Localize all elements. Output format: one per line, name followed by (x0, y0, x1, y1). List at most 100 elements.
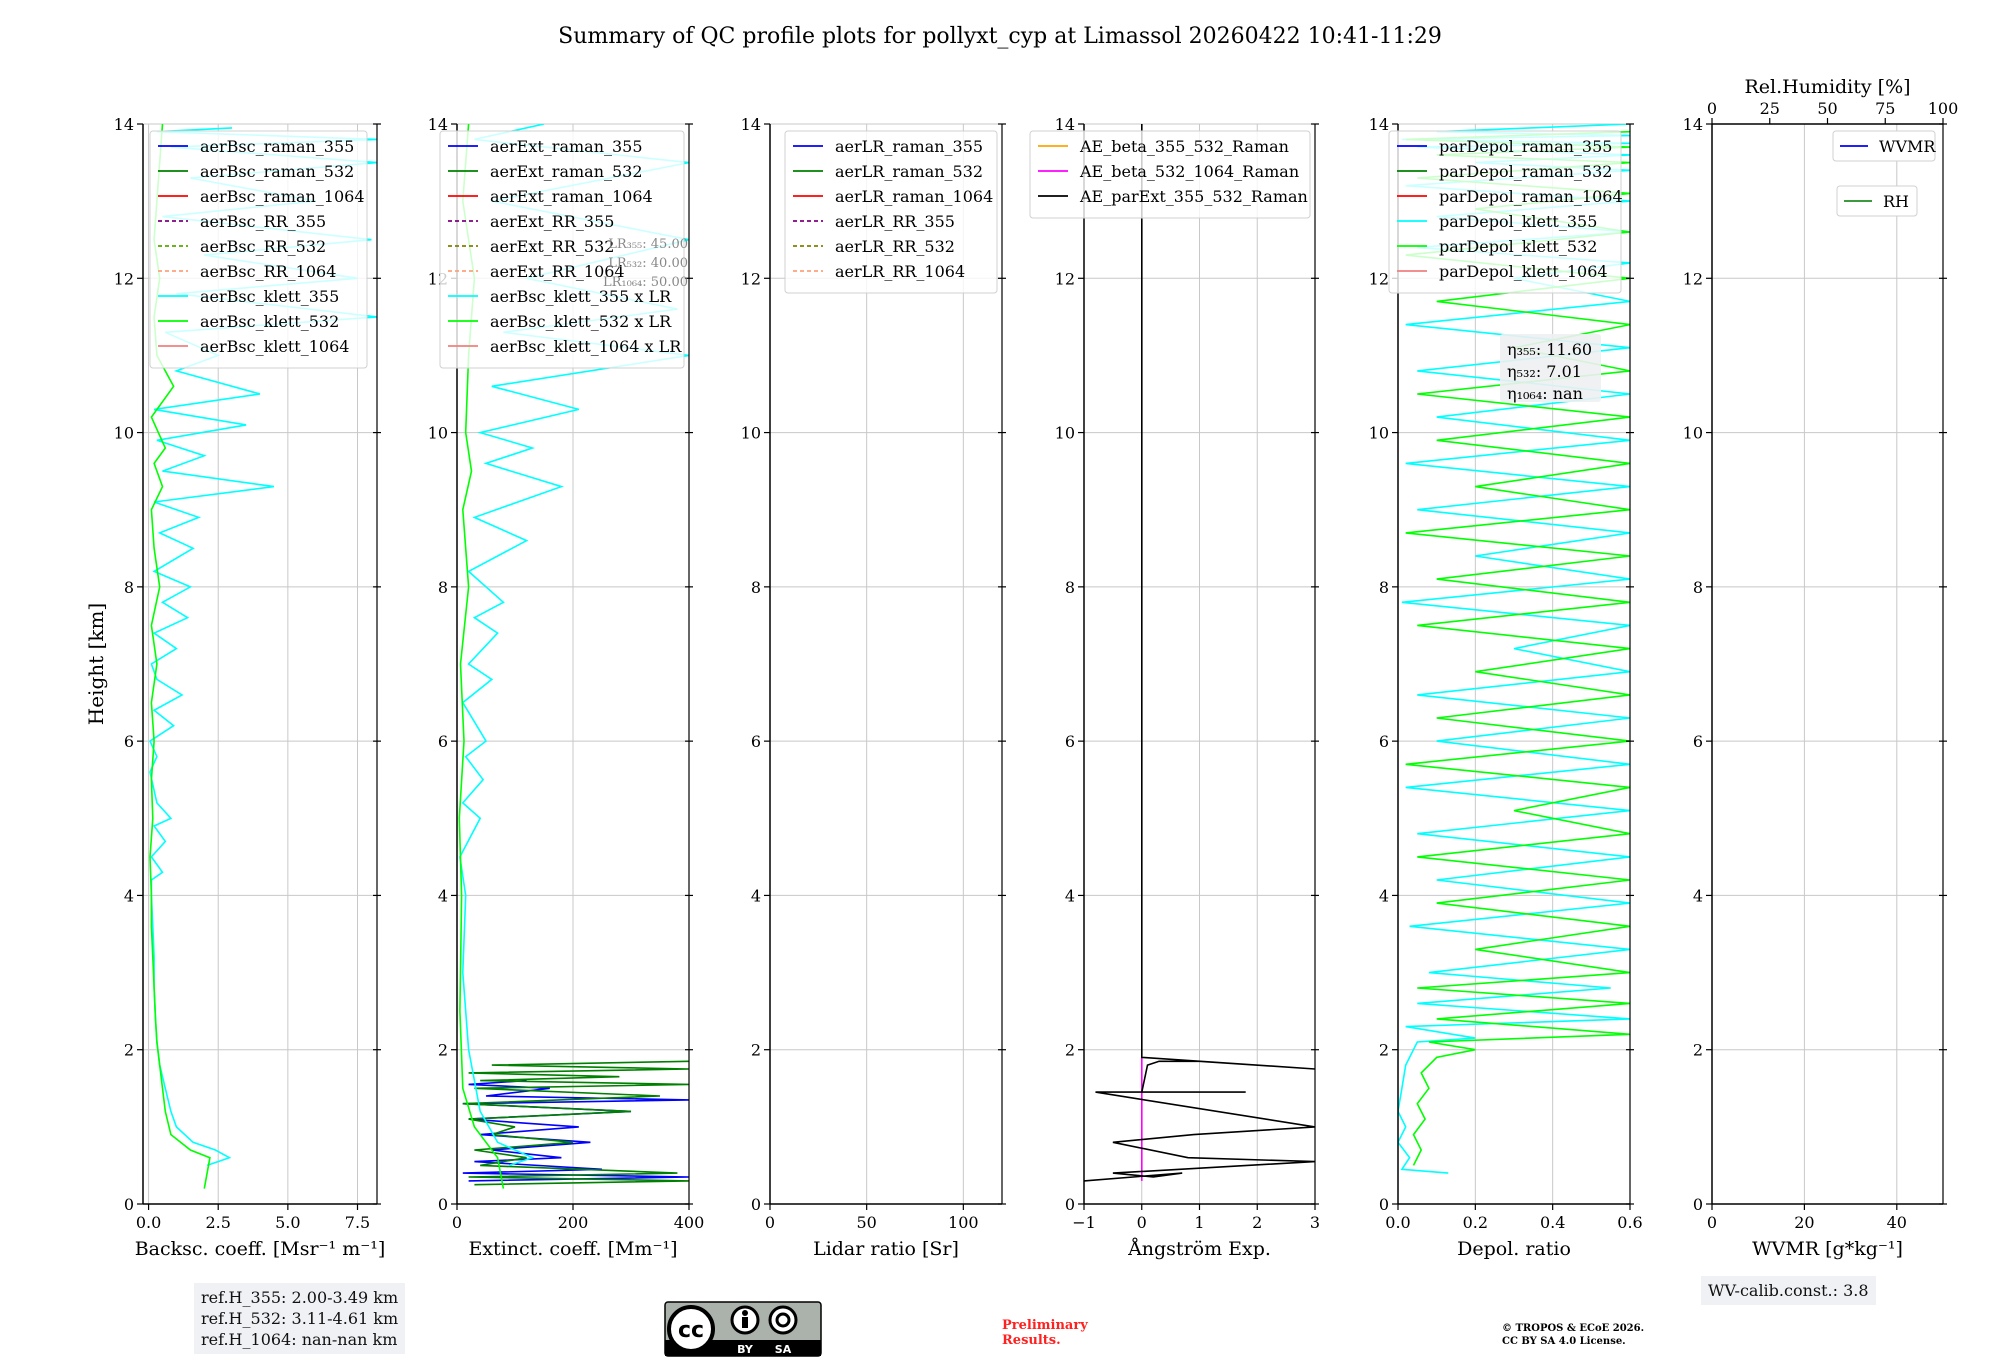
y-tick-label: 6 (1693, 732, 1703, 751)
lr-label: LR₅₃₂: 40.00 (608, 256, 688, 271)
legend-label: aerLR_raman_1064 (835, 187, 993, 206)
legend-label: aerBsc_klett_1064 x LR (490, 337, 682, 356)
legend-label: aerBsc_RR_355 (200, 212, 326, 231)
cc-icon (667, 1305, 715, 1353)
y-tick-label: 0 (1693, 1195, 1703, 1214)
legend-label: aerExt_raman_532 (490, 162, 643, 181)
ref-h-355: ref.H_355: 2.00-3.49 km (201, 1288, 399, 1307)
y-tick-label: 8 (751, 578, 761, 597)
legend-label: aerBsc_RR_1064 (200, 262, 336, 281)
y-tick-label: 2 (1065, 1041, 1075, 1060)
legend-lr: aerLR_raman_355 aerLR_raman_532 aerLR_rama… (784, 130, 998, 294)
y-tick-label: 8 (124, 578, 134, 597)
legend-label: WVMR (1879, 137, 1936, 156)
y-tick-label: 4 (438, 886, 448, 905)
y-tick-label: 2 (124, 1041, 134, 1060)
panel-lr: 0 50 100 0 2 4 6 8 10 12 14 Lidar ratio [Sr] aerLR_r… (741, 115, 1006, 1260)
y-tick-label: 4 (1065, 886, 1075, 905)
y-tick-label: 10 (114, 424, 134, 443)
preliminary-line-1: Preliminary (1002, 1318, 1088, 1333)
eta-label: η₅₃₂: 7.01 (1507, 362, 1582, 381)
copyright-line-1: © TROPOS & ECoE 2026. (1502, 1323, 1645, 1334)
x-tick-label: 2 (1252, 1213, 1262, 1232)
y-tick-label: 8 (1693, 578, 1703, 597)
reference-height-box: ref.H_355: 2.00-3.49 km ref.H_532: 3.11-… (194, 1283, 406, 1354)
legend-label: parDepol_raman_532 (1439, 162, 1612, 181)
x-tick-label: 0.0 (136, 1213, 161, 1232)
y-tick-label: 2 (438, 1041, 448, 1060)
x-tick-label: 0 (452, 1213, 462, 1232)
legend-label: aerLR_RR_355 (835, 212, 955, 231)
y-tick-label: 6 (124, 732, 134, 751)
x-tick-label: 3 (1310, 1213, 1320, 1232)
legend-ext: aerExt_raman_355 aerExt_raman_532 aerExt_r… (439, 130, 685, 369)
figure-title: Summary of QC profile plots for pollyxt_… (558, 24, 1442, 49)
x-tick-label: 50 (856, 1213, 876, 1232)
legend-label: parDepol_klett_532 (1439, 237, 1597, 256)
x2-tick-label: 25 (1760, 99, 1780, 118)
legend-label: parDepol_klett_355 (1439, 212, 1597, 231)
panel-wv: 0 20 40 0 2 4 6 8 10 12 14 WVMR [g*kg⁻¹] 0 25 50 75 100 R… (1683, 76, 1959, 1260)
legend-label: aerExt_RR_355 (490, 212, 614, 231)
series-AE_parExt_355_532_Raman (1084, 124, 1315, 1182)
wv-calib-box: WV-calib.const.: 3.8 (1701, 1276, 1876, 1305)
x-tick-label: 0 (1137, 1213, 1147, 1232)
y-tick-label: 10 (1683, 424, 1703, 443)
legend-label: AE_beta_532_1064_Raman (1079, 162, 1299, 181)
y-tick-label: 0 (751, 1195, 761, 1214)
legend-depol: parDepol_raman_355 parDepol_raman_532 parD… (1388, 130, 1623, 294)
lr-label: LR₃₅₅: 45.00 (608, 237, 688, 252)
y-tick-label: 4 (1379, 886, 1389, 905)
x-axis-label: WVMR [g*kg⁻¹] (1752, 1238, 1903, 1260)
x-tick-label: 0.4 (1540, 1213, 1565, 1232)
lr-label: LR₁₀₆₄: 50.00 (603, 275, 688, 290)
y-tick-label: 14 (1055, 115, 1075, 134)
y-tick-label: 6 (751, 732, 761, 751)
copyright-notice: © TROPOS & ECoE 2026. CC BY SA 4.0 Licen… (1502, 1322, 1644, 1348)
preliminary-results-stamp: Preliminary Results. (1002, 1318, 1088, 1348)
x-tick-label: 0.2 (1463, 1213, 1488, 1232)
y-tick-label: 8 (1065, 578, 1075, 597)
y-tick-label: 14 (741, 115, 761, 134)
x-axis-label: Ångström Exp. (1127, 1238, 1271, 1260)
x-tick-label: 0 (1707, 1213, 1717, 1232)
cc-label: cc (678, 1318, 704, 1343)
x-tick-label: 5.0 (275, 1213, 300, 1232)
x-tick-label: 20 (1794, 1213, 1814, 1232)
x-tick-label: 0.6 (1617, 1213, 1642, 1232)
legend-bsc: aerBsc_raman_355 aerBsc_raman_532 aerBsc_r… (149, 130, 368, 369)
y-tick-label: 14 (1683, 115, 1703, 134)
legend-label: aerBsc_raman_355 (200, 137, 354, 156)
y-tick-label: 6 (1065, 732, 1075, 751)
x2-tick-label: 50 (1817, 99, 1837, 118)
legend-label: parDepol_raman_1064 (1439, 187, 1623, 206)
y-tick-label: 12 (1055, 269, 1075, 288)
preliminary-line-2: Results. (1002, 1333, 1061, 1348)
x-tick-label: 0 (765, 1213, 775, 1232)
legend-label: parDepol_klett_1064 (1439, 262, 1608, 281)
y-tick-label: 10 (428, 424, 448, 443)
panel-bsc: 0.0 2.5 5.0 7.5 0 2 4 6 8 10 12 14 Backsc. coeff. [M… (84, 115, 385, 1260)
y-tick-label: 12 (114, 269, 134, 288)
legend-label: aerBsc_klett_532 (200, 312, 339, 331)
x-tick-label: 400 (674, 1213, 705, 1232)
eta-box (1500, 334, 1601, 402)
x-tick-label: 40 (1887, 1213, 1907, 1232)
series-aerExt_raman_532 (462, 1060, 689, 1186)
y-tick-label: 4 (1693, 886, 1703, 905)
legend-label: AE_parExt_355_532_Raman (1079, 187, 1308, 206)
series-aerBsc_klett_532 (149, 124, 211, 1189)
legend-label: aerBsc_klett_532 x LR (490, 312, 672, 331)
y-tick-label: 4 (751, 886, 761, 905)
x-tick-label: 100 (948, 1213, 979, 1232)
y-tick-label: 0 (1379, 1195, 1389, 1214)
ref-h-532: ref.H_532: 3.11-4.61 km (201, 1309, 399, 1328)
legend-rh: RH (1836, 185, 1918, 217)
y-tick-label: 12 (741, 269, 761, 288)
y-tick-label: 14 (1369, 115, 1389, 134)
eta-label: η₃₅₅: 11.60 (1507, 340, 1592, 359)
y-tick-label: 0 (438, 1195, 448, 1214)
